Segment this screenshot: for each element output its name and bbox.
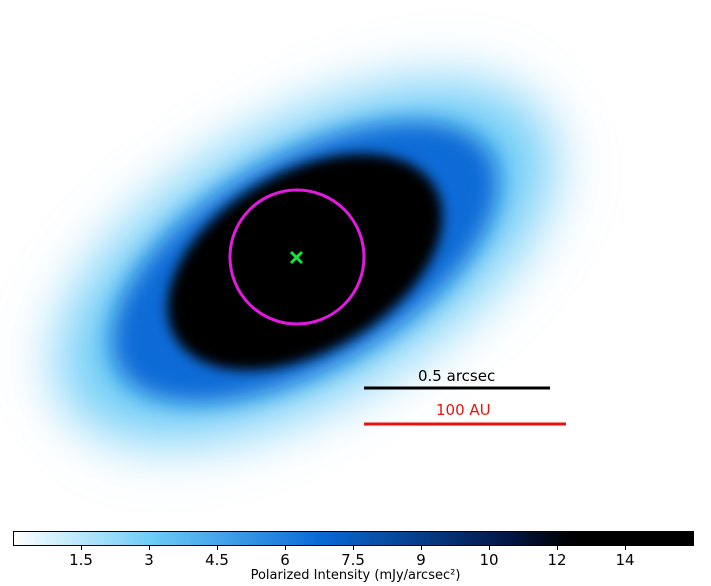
colorbar-tick-label: 12 <box>547 551 567 569</box>
disk-core <box>167 153 443 371</box>
colorbar-tick <box>421 545 422 550</box>
colorbar-tick <box>489 545 490 550</box>
colorbar-tick-label: 1.5 <box>69 551 93 569</box>
aperture-ring <box>228 188 366 326</box>
colorbar-tick <box>81 545 82 550</box>
colorbar-tick <box>353 545 354 550</box>
colorbar-tick-label: 7.5 <box>341 551 365 569</box>
colorbar-tick-label: 14 <box>615 551 635 569</box>
colorbar <box>13 531 694 546</box>
colorbar-tick-label: 10 <box>479 551 499 569</box>
colorbar-tick <box>557 545 558 550</box>
colorbar-label: Polarized Intensity (mJy/arcsec²) <box>250 568 461 583</box>
colorbar-tick <box>217 545 218 550</box>
colorbar-tick <box>149 545 150 550</box>
star-marker-icon <box>289 250 304 265</box>
colorbar-tick-label: 6 <box>280 551 290 569</box>
scale-label-au: 100 AU <box>436 401 491 419</box>
colorbar-tick-label: 9 <box>416 551 426 569</box>
colorbar-tick-label: 3 <box>144 551 154 569</box>
scale-label-arcsec: 0.5 arcsec <box>418 367 496 385</box>
colorbar-gradient <box>13 531 694 546</box>
colorbar-tick <box>285 545 286 550</box>
colorbar-tick <box>625 545 626 550</box>
colorbar-tick-label: 4.5 <box>205 551 229 569</box>
